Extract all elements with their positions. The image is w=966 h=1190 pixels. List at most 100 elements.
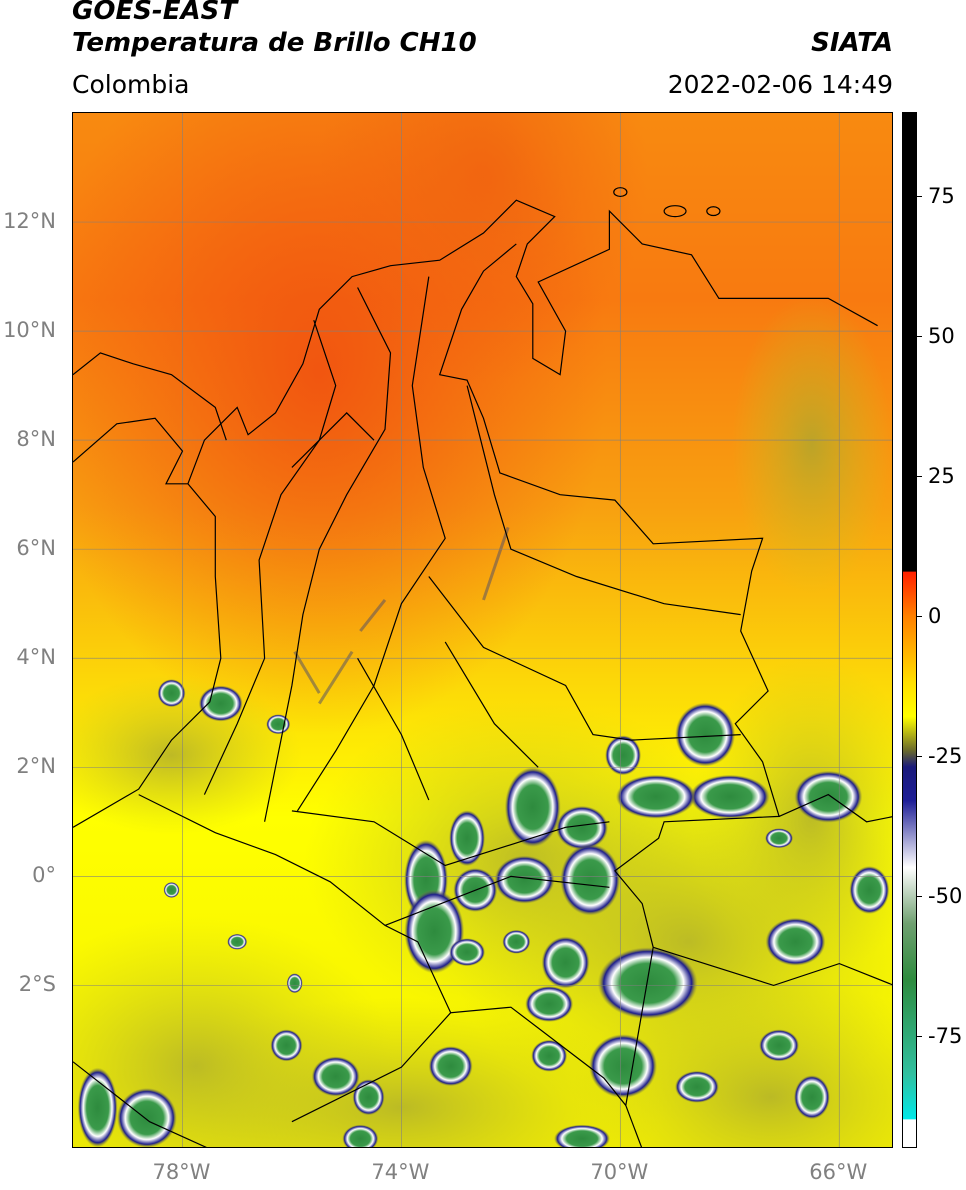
cloud-streak [318,650,354,705]
department-border [296,276,446,812]
ecuador-peru-border [73,1061,207,1147]
cloud-cell [560,843,621,916]
panama-south-coast [73,417,188,485]
lon-label: 74°W [371,1160,430,1184]
pacific-coastline [73,483,222,828]
cloud-cell [198,685,243,722]
cloud-cell [597,947,698,1020]
cloud-cell [765,828,794,849]
cloud-cell [428,1046,473,1087]
cloud-cell [556,805,609,850]
graticule [73,113,892,1147]
lon-label: 66°W [809,1160,868,1184]
colorbar-tick-mark [917,196,922,197]
cloud-cell [449,810,486,867]
haze-patch [731,294,892,595]
brightness-temperature-map [73,113,892,1147]
lat-label: 12°N [3,209,56,234]
colorbar-tick-mark [917,336,922,337]
colorbar-tick-label: 50 [928,324,955,348]
cloud-cell [674,1070,719,1103]
department-border [428,576,741,741]
department-border [203,320,337,795]
colorbar-tick-label: 25 [928,464,955,488]
cloud-cell [759,1029,800,1062]
cloud-cell [765,917,826,966]
colorbar-tick-mark [917,1036,922,1037]
cloud-cell [342,1124,379,1147]
cloud-cell [849,866,890,914]
lon-label: 78°W [152,1160,211,1184]
lon-label: 70°W [590,1160,649,1184]
coastlines-borders [73,187,892,1147]
peru-brazil-border [625,1105,643,1147]
island-outline [663,205,687,218]
lat-label: 0° [32,863,56,888]
title-satellite: GOES-EAST [72,0,238,26]
cloud-cell [494,855,555,904]
cloud-cell [525,985,574,1022]
cloud-cell [163,882,180,898]
cloud-cell [615,774,696,819]
cloud-cell [157,679,186,708]
island-outline [613,187,628,198]
colorbar-tick-label: 75 [928,184,955,208]
cloud-cell [311,1056,360,1097]
cloud-cell [675,702,736,767]
cloud-cell [227,933,248,950]
cloud-cell [352,1079,385,1116]
title-product: Temperatura de Brillo CH10 [72,28,477,58]
cloud-cell [689,774,770,819]
cloud-cell [531,1039,568,1072]
cloud-cell [794,770,863,823]
cloud-streak [293,650,321,694]
org-label: SIATA [811,28,893,58]
cloud-cell [116,1087,177,1147]
lat-label: 10°N [3,318,56,343]
cloud-cell [286,973,303,994]
lat-label: 2°S [18,972,56,997]
colorbar-tick-mark [917,756,922,757]
department-border [384,875,610,926]
department-border [264,287,392,822]
cloud-cell [266,714,291,735]
department-border [291,810,610,867]
lat-label: 4°N [16,645,56,670]
venezuela-brazil-border [778,793,892,823]
island-outline [706,206,721,217]
haze-patch [73,675,302,836]
lat-label: 8°N [16,427,56,452]
colorbar-tick-label: -50 [928,884,963,908]
cloud-cell [270,1029,303,1062]
colorbar [902,112,917,1148]
cloud-cell [793,1075,830,1120]
caribbean-coastline [187,199,878,485]
cloud-streak [482,526,510,601]
lat-label: 2°N [16,754,56,779]
datetime-label: 2022-02-06 14:49 [667,70,893,99]
cold-cloud-layer [77,526,890,1147]
colorbar-tick-label: 0 [928,604,942,628]
colorbar-tick-mark [917,476,922,477]
department-border [291,412,375,468]
peru-boundary [291,1012,452,1123]
cloud-cell [554,1124,611,1147]
cloud-streak [359,598,387,632]
colorbar-tick-mark [917,896,922,897]
cloud-cell [77,1067,118,1147]
cloud-cell [449,938,486,967]
lat-label: 6°N [16,536,56,561]
colorbar-tick-label: -25 [928,744,963,768]
cloud-cell [589,1034,658,1099]
department-border [466,385,741,616]
department-border [357,658,430,801]
colorbar-tick-mark [917,616,922,617]
cloud-cell [541,936,590,989]
cloud-cell [504,767,561,848]
amazon-river [653,946,892,987]
haze-patch [691,657,892,978]
colombia-border [138,243,780,1107]
department-border [444,641,539,768]
panama-north-coast [73,352,227,441]
cloud-cell [502,929,531,954]
